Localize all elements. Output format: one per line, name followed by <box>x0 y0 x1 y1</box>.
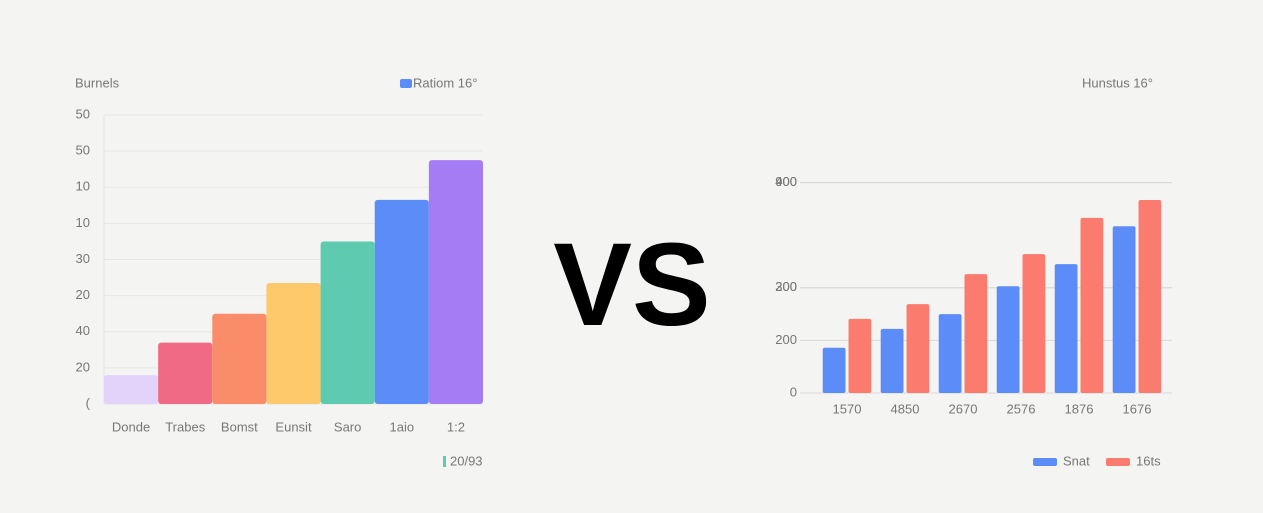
bar <box>996 286 1020 393</box>
x-tick-label: 2670 <box>949 401 978 416</box>
legend-swatch <box>400 79 412 88</box>
y-tick-label: 200 <box>775 279 797 294</box>
bar <box>374 199 429 404</box>
bar <box>880 328 904 393</box>
y-tick-label: 10 <box>76 215 90 230</box>
y-tick-label: 10 <box>76 179 90 194</box>
bar <box>964 274 988 393</box>
y-tick-label: 900 <box>775 174 797 189</box>
y-tick-label: 400 <box>775 174 797 189</box>
bar <box>158 342 213 404</box>
x-tick-label: Saro <box>334 419 361 434</box>
footnote-mark <box>443 456 446 467</box>
chart-title: Burnels <box>75 75 120 90</box>
y-tick-label: 30 <box>76 251 90 266</box>
bar <box>848 318 872 393</box>
bar <box>822 347 846 393</box>
x-tick-label: 1:2 <box>447 419 465 434</box>
y-tick-label: ( <box>86 395 91 410</box>
chart-title: Hunstus 16° <box>1082 75 1153 90</box>
y-tick-label: 0 <box>790 384 797 399</box>
x-tick-label: 4850 <box>891 401 920 416</box>
x-tick-label: 1aio <box>389 419 414 434</box>
bar <box>1054 264 1078 393</box>
y-tick-label: 200 <box>775 332 797 347</box>
y-tick-label: 20 <box>76 359 90 374</box>
x-tick-label: 2576 <box>1007 401 1036 416</box>
y-tick-label: 50 <box>76 106 90 121</box>
bar <box>266 282 321 404</box>
bar <box>906 304 930 393</box>
bar <box>1138 199 1162 393</box>
bar <box>1112 226 1136 393</box>
x-tick-label: Trabes <box>165 419 205 434</box>
x-tick-label: Bomst <box>221 419 258 434</box>
y-tick-label: 40 <box>76 323 90 338</box>
vs-label: VS <box>553 219 710 351</box>
legend-label: 16ts <box>1136 453 1161 468</box>
x-tick-label: Donde <box>112 419 150 434</box>
x-tick-label: Eunsit <box>275 419 312 434</box>
y-tick-label: 300 <box>775 279 797 294</box>
bar <box>1022 254 1046 393</box>
legend-swatch <box>1106 458 1130 466</box>
legend-label: Ratiom 16° <box>413 75 477 90</box>
legend-swatch <box>1033 458 1057 466</box>
bar <box>428 160 483 404</box>
y-tick-label: 50 <box>76 143 90 158</box>
x-tick-label: 1570 <box>833 401 862 416</box>
x-tick-label: 1876 <box>1065 401 1094 416</box>
footnote: 20/93 <box>450 453 483 468</box>
y-tick-label: 20 <box>76 287 90 302</box>
x-tick-label: 1676 <box>1123 401 1152 416</box>
bar <box>1080 217 1104 393</box>
bar <box>104 375 159 404</box>
bar <box>320 241 375 404</box>
legend-label: Snat <box>1063 453 1090 468</box>
bar <box>938 314 962 393</box>
bar <box>212 313 267 404</box>
